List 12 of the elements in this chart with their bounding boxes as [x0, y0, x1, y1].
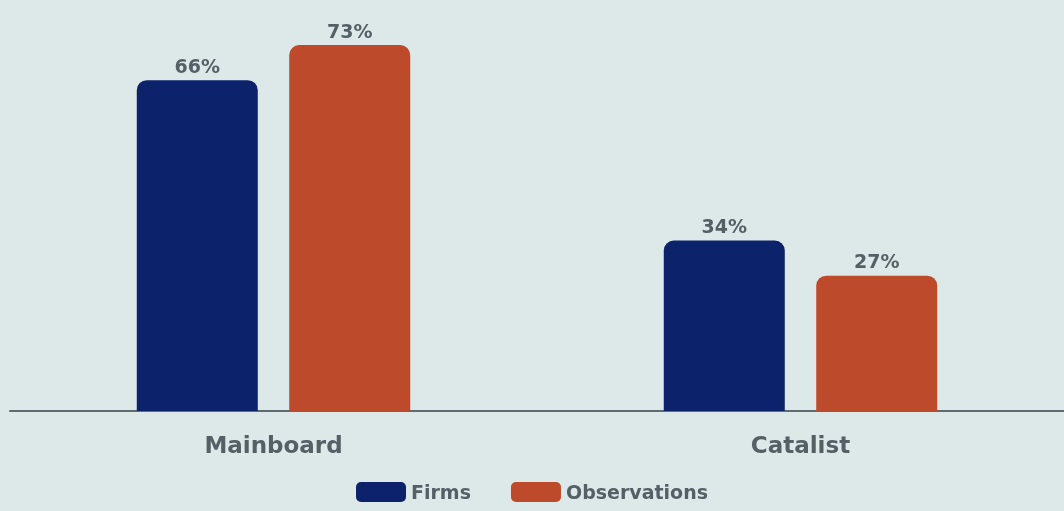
x-tick-label: Catalist: [750, 431, 851, 458]
legend-label: Observations: [565, 481, 708, 503]
data-label: 34%: [701, 215, 748, 238]
bar: [816, 275, 938, 411]
x-tick-label: Mainboard: [204, 431, 343, 458]
data-label: 73%: [326, 19, 373, 42]
data-label: 27%: [853, 250, 900, 273]
bar: [289, 45, 411, 411]
data-label: 66%: [174, 54, 221, 77]
legend-label: Firms: [411, 481, 471, 503]
bar: [136, 80, 258, 411]
bar: [663, 240, 785, 411]
